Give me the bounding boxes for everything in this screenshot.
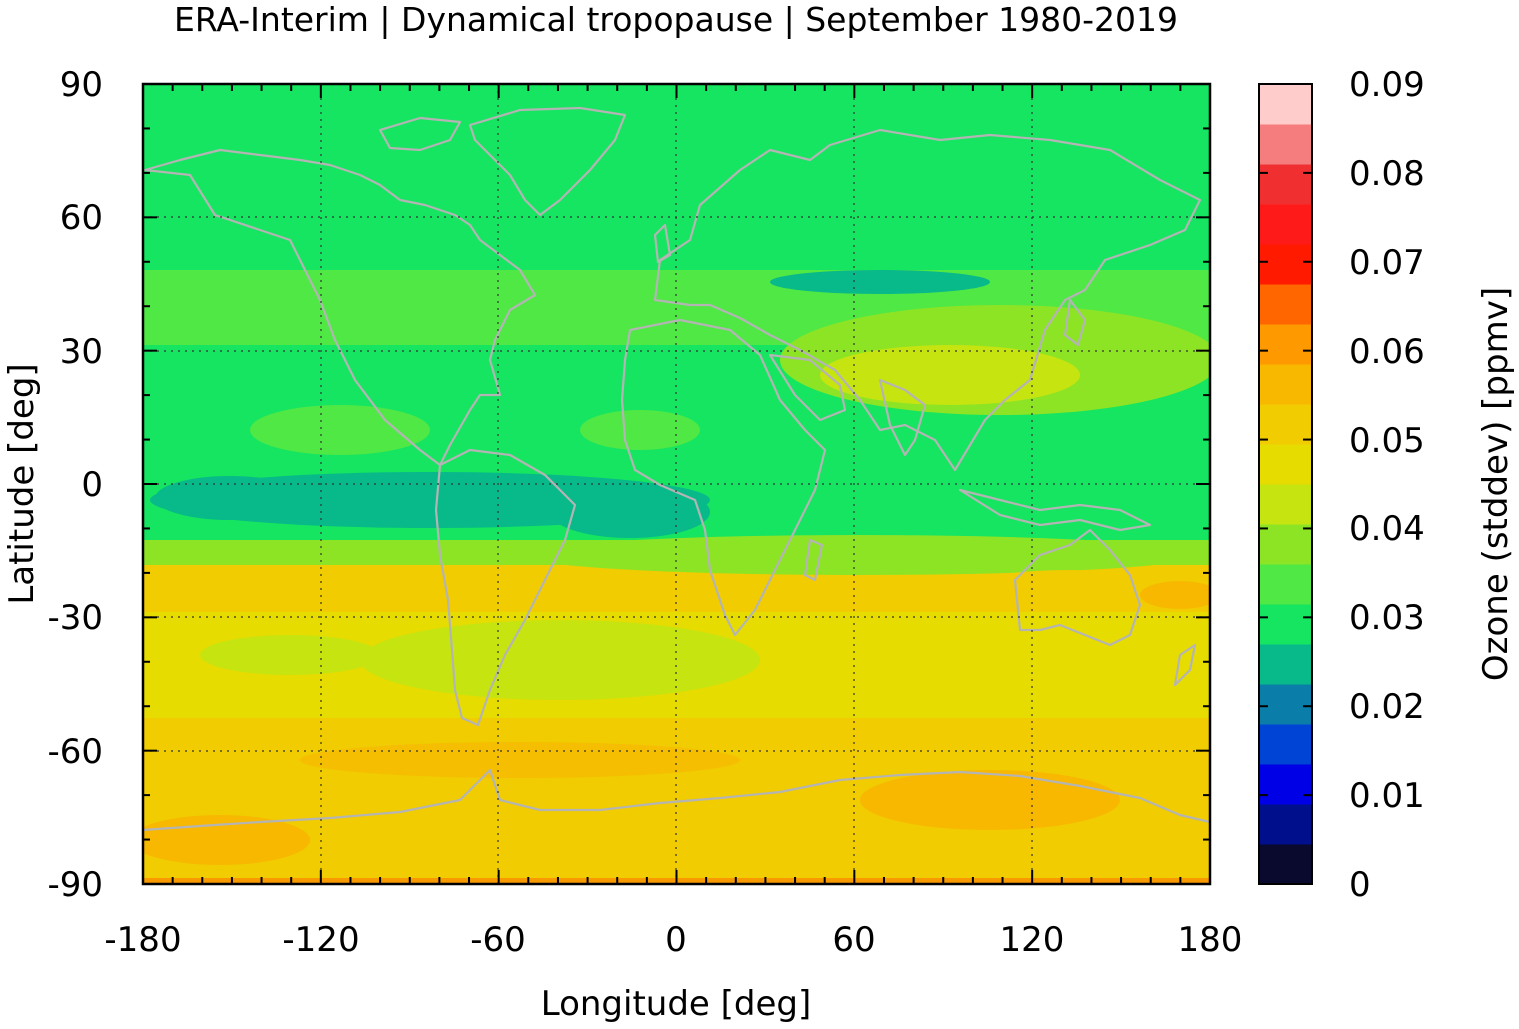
colorbar-frame xyxy=(1258,83,1313,885)
x-tick-label: 180 xyxy=(1178,920,1243,960)
y-tick-label: -90 xyxy=(47,865,103,905)
colorbar-tick-label: 0.05 xyxy=(1349,421,1425,461)
colorbar-tick-label: 0.04 xyxy=(1349,509,1425,549)
field-region xyxy=(550,486,710,538)
field-region xyxy=(860,770,1120,830)
coastline-antarctica xyxy=(143,768,1210,832)
colorbar-segment xyxy=(1259,524,1312,565)
coastline-africa xyxy=(620,318,827,637)
y-tick-label: -30 xyxy=(47,598,103,638)
y-tick-label: 0 xyxy=(81,465,103,505)
colorbar-segment xyxy=(1259,284,1312,325)
x-tick-labels: -180 -120 -60 0 60 120 180 xyxy=(104,920,1242,960)
colorbar-segment xyxy=(1259,644,1312,685)
colorbar-segment xyxy=(1259,204,1312,245)
coastline-arctic-islands xyxy=(378,116,462,152)
coastline-japan xyxy=(1063,298,1087,347)
field-region xyxy=(820,345,1080,405)
coastline-north-america xyxy=(143,148,537,467)
coastline-new-zealand xyxy=(1173,643,1197,687)
colorbar-segment xyxy=(1259,564,1312,605)
colorbar-segment xyxy=(1259,844,1312,885)
coastline-uk xyxy=(653,223,672,264)
colorbar-tick-label: 0.07 xyxy=(1349,243,1425,283)
colorbar-segment xyxy=(1259,684,1312,725)
chart-title: ERA-Interim | Dynamical tropopause | Sep… xyxy=(174,0,1178,39)
colorbar-tick-label: 0.02 xyxy=(1349,687,1425,727)
x-tick-label: -180 xyxy=(104,920,181,960)
coastline-madagascar xyxy=(803,538,824,582)
y-tick-labels: 90 60 30 0 -30 -60 -90 xyxy=(47,65,103,905)
colorbar-segment xyxy=(1259,404,1312,445)
plot-frame xyxy=(141,82,1212,886)
field-region xyxy=(155,476,305,520)
colorbar-tick-labels: 0 0.01 0.02 0.03 0.04 0.05 0.06 0.07 0.0… xyxy=(1349,65,1425,905)
colorbar-segment xyxy=(1259,724,1312,765)
colorbar-segment xyxy=(1259,764,1312,805)
colorbar-segment xyxy=(1259,124,1312,165)
field-region xyxy=(200,635,380,675)
x-tick-label: -60 xyxy=(470,920,526,960)
colorbar-segment xyxy=(1259,244,1312,285)
field-region xyxy=(770,270,990,294)
colorbar xyxy=(1259,84,1312,885)
y-tick-label: -60 xyxy=(47,732,103,772)
colorbar-tick-label: 0.01 xyxy=(1349,776,1425,816)
colorbar-tick-label: 0.06 xyxy=(1349,332,1425,372)
colorbar-tick-label: 0.03 xyxy=(1349,598,1425,638)
colorbar-ticks xyxy=(1259,83,1312,885)
x-tick-label: -120 xyxy=(282,920,359,960)
colorbar-tick-label: 0.08 xyxy=(1349,154,1425,194)
field-region xyxy=(300,742,740,778)
colorbar-segment xyxy=(1259,324,1312,365)
y-tick-label: 90 xyxy=(60,65,103,105)
field-region xyxy=(143,815,310,865)
x-tick-label: 60 xyxy=(832,920,875,960)
colorbar-tick-label: 0.09 xyxy=(1349,65,1425,105)
colorbar-segment xyxy=(1259,604,1312,645)
x-tick-label: 120 xyxy=(1000,920,1065,960)
coastlines xyxy=(143,106,1210,832)
field-band xyxy=(143,84,1210,274)
coastline-arabia xyxy=(768,353,847,422)
grid-lines xyxy=(143,84,1210,884)
x-axis-label: Longitude [deg] xyxy=(541,984,812,1024)
y-tick-label: 30 xyxy=(60,332,103,372)
colorbar-segment xyxy=(1259,364,1312,405)
y-axis-label: Latitude [deg] xyxy=(2,363,42,604)
field-region xyxy=(520,535,1200,575)
field-region xyxy=(360,620,760,700)
coastline-eurasia xyxy=(653,128,1202,472)
coastline-greenland xyxy=(468,106,627,217)
coastline-india xyxy=(878,378,927,457)
x-tick-label: 0 xyxy=(665,920,687,960)
field-region xyxy=(250,405,430,455)
colorbar-segment xyxy=(1259,484,1312,525)
y-tick-label: 60 xyxy=(60,198,103,238)
colorbar-label: Ozone (stddev) [ppmv] xyxy=(1476,287,1516,681)
field-region xyxy=(580,410,700,450)
coastline-indonesia xyxy=(958,488,1152,532)
field-region xyxy=(1140,581,1210,609)
colorbar-tick-label: 0 xyxy=(1349,865,1371,905)
colorbar-segment xyxy=(1259,444,1312,485)
coastline-australia xyxy=(1013,528,1142,647)
colorbar-segment xyxy=(1259,164,1312,205)
colorbar-segment xyxy=(1259,84,1312,125)
colorbar-segment xyxy=(1259,804,1312,845)
